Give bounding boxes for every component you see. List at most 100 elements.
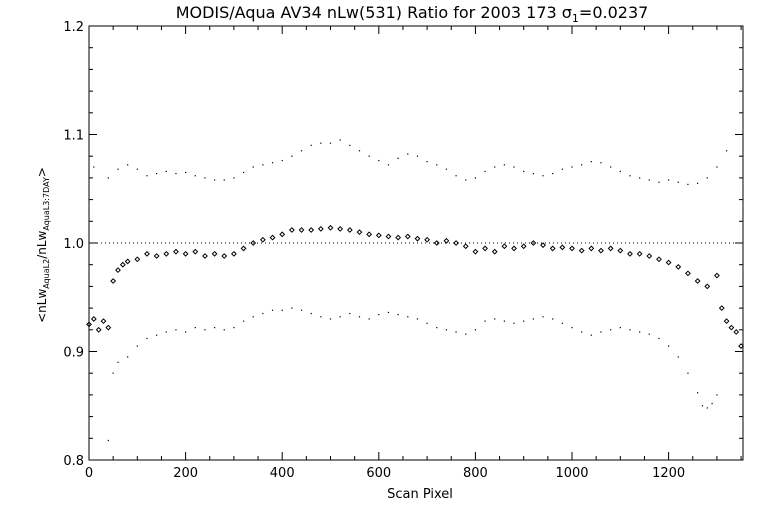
envelope-point — [706, 407, 708, 409]
envelope-point — [513, 166, 515, 168]
envelope-point — [696, 182, 699, 184]
envelope-point — [455, 175, 457, 177]
y-axis-label-mid: /nLw — [35, 230, 49, 258]
envelope-point — [300, 309, 303, 311]
envelope-point — [484, 170, 486, 172]
data-point — [462, 243, 469, 250]
data-point — [385, 233, 392, 240]
envelope-point — [426, 322, 428, 324]
envelope-point — [416, 155, 419, 157]
envelope-point — [561, 322, 563, 324]
envelope-point — [445, 168, 448, 170]
y-tick-label: 1.2 — [63, 20, 84, 35]
data-point — [259, 236, 266, 243]
envelope-point — [523, 170, 525, 172]
data-point — [501, 243, 508, 250]
data-point — [124, 258, 131, 265]
envelope-point — [571, 327, 573, 329]
envelope-point — [677, 356, 679, 358]
x-tick-label: 200 — [173, 466, 198, 481]
envelope-point — [465, 179, 467, 181]
plot-area: 0 200 400 600 800 1000 1200 0.8 0.9 1.0 1.1 1.2 — [63, 20, 744, 481]
x-tick-label: 1000 — [555, 466, 588, 481]
envelope-point — [494, 166, 496, 168]
data-point — [144, 250, 150, 257]
data-point — [250, 240, 257, 246]
envelope-point — [706, 177, 708, 179]
plot-frame — [88, 25, 744, 461]
x-tick-label: 800 — [463, 466, 488, 481]
data-point — [482, 245, 488, 252]
x-tick-label: 400 — [270, 466, 295, 481]
envelope-point — [175, 172, 177, 175]
envelope-point — [378, 159, 380, 162]
data-point — [192, 248, 199, 255]
data-point — [221, 253, 228, 259]
envelope-point — [648, 179, 650, 181]
envelope-point — [320, 316, 322, 318]
envelope-point — [571, 166, 573, 168]
data-point — [163, 250, 170, 257]
data-point — [569, 245, 575, 252]
envelope-point — [165, 170, 167, 172]
envelope-point — [368, 155, 370, 157]
envelope-point — [581, 164, 583, 166]
chart-title-suffix: =0.0237 — [579, 3, 648, 22]
envelope-point — [339, 316, 341, 318]
data-point — [95, 326, 102, 333]
envelope-point — [648, 333, 650, 335]
data-point — [395, 234, 402, 241]
envelope-point — [455, 331, 457, 333]
data-point — [288, 227, 295, 233]
data-point — [511, 245, 517, 252]
data-point — [738, 343, 744, 349]
envelope-point — [117, 361, 119, 363]
data-point — [646, 253, 653, 259]
envelope-point — [93, 166, 95, 168]
data-point — [211, 250, 218, 257]
envelope-point — [213, 179, 216, 181]
chart-title-subscript: 1 — [572, 12, 579, 25]
data-point — [694, 278, 701, 284]
envelope-point — [581, 331, 583, 333]
envelope-point — [185, 171, 187, 174]
data-point — [656, 256, 662, 263]
data-point — [105, 324, 112, 331]
envelope-point — [291, 155, 293, 157]
x-tick-label: 600 — [366, 466, 391, 481]
data-point — [134, 256, 141, 263]
envelope-point — [474, 177, 477, 179]
envelope-point — [262, 164, 264, 166]
data-point — [685, 270, 691, 277]
envelope-point — [610, 329, 612, 331]
envelope-point — [629, 329, 631, 331]
envelope-point — [561, 168, 563, 170]
x-axis-label: Scan Pixel — [387, 487, 453, 502]
envelope-point — [658, 337, 660, 340]
data-point — [472, 248, 479, 255]
envelope-point — [416, 318, 419, 320]
data-point — [530, 240, 537, 246]
data-point — [617, 247, 624, 254]
envelope-point — [223, 179, 225, 181]
envelope-point — [194, 175, 196, 177]
envelope-point — [233, 177, 235, 179]
envelope-point — [716, 394, 718, 396]
data-point — [520, 243, 527, 250]
envelope-point — [300, 150, 303, 152]
envelope-point — [156, 172, 158, 175]
envelope-point — [310, 144, 312, 146]
data-point — [491, 248, 498, 255]
envelope-point — [701, 405, 704, 407]
envelope-point — [242, 171, 245, 174]
envelope-point — [358, 316, 361, 318]
envelope-point — [281, 309, 283, 311]
data-point — [356, 229, 363, 236]
envelope-point — [552, 318, 554, 320]
envelope-point — [465, 333, 467, 335]
envelope-point — [310, 312, 312, 315]
envelope-point — [407, 153, 409, 155]
envelope-point — [474, 329, 477, 331]
envelope-point — [436, 327, 438, 329]
